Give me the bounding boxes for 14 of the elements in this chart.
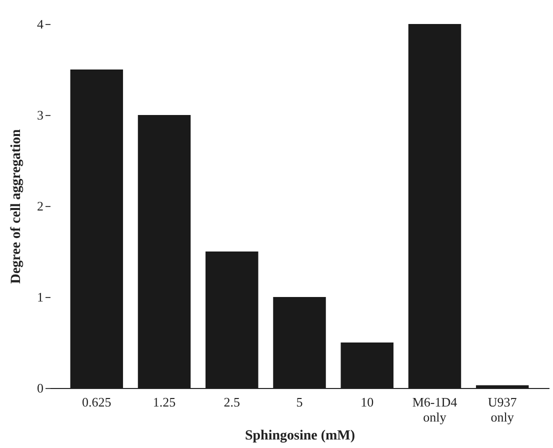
y-tick-label: 1 xyxy=(37,290,44,304)
x-tick-label: 5 xyxy=(296,394,303,410)
y-tick-label: 3 xyxy=(37,108,44,122)
x-axis-title: Sphingosine (mM) xyxy=(244,428,356,444)
x-tick-label: U937 only xyxy=(488,394,518,424)
x-tick-label: 1.25 xyxy=(152,394,176,410)
x-tick-label: 10 xyxy=(360,394,374,410)
x-tick-label: 2.5 xyxy=(224,394,240,410)
y-tick-label: 0 xyxy=(37,380,44,396)
y-axis-title: Degree of cell aggregation xyxy=(9,128,24,284)
x-tick-label: 0.625 xyxy=(82,394,112,410)
y-tick-label: 2 xyxy=(37,198,44,214)
y-tick-label: 4 xyxy=(37,16,44,32)
x-tick-label: M6-1D4 only xyxy=(412,394,458,424)
